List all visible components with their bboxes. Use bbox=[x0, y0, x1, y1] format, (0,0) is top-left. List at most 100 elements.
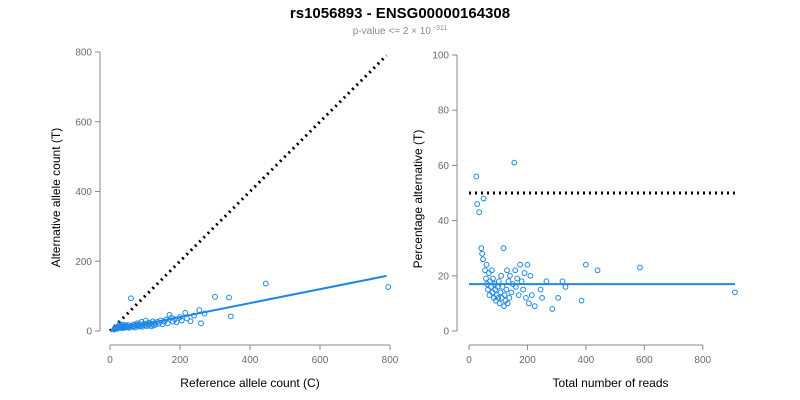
data-point bbox=[495, 294, 502, 301]
data-point bbox=[262, 280, 269, 287]
data-point bbox=[543, 278, 550, 285]
data-point bbox=[505, 278, 512, 285]
data-point bbox=[226, 294, 232, 301]
reference-line bbox=[108, 54, 388, 333]
data-point bbox=[182, 309, 189, 316]
data-point bbox=[480, 256, 486, 263]
data-point bbox=[594, 267, 601, 274]
data-point bbox=[173, 319, 180, 326]
data-point bbox=[528, 292, 535, 299]
data-point bbox=[637, 264, 643, 271]
subtitle-exponent: -311 bbox=[434, 25, 448, 32]
subtitle-prefix: p-value <= 2 bbox=[353, 26, 409, 37]
right-panel-percentage: 0 20 40 60 80 100 0 200 400 600 800 Total number of… bbox=[411, 51, 738, 390]
x-tick-label: 400 bbox=[242, 355, 259, 366]
data-point bbox=[520, 286, 526, 293]
data-point bbox=[549, 306, 556, 312]
data-point bbox=[508, 289, 515, 296]
x-tick-label: 200 bbox=[172, 355, 189, 366]
data-point bbox=[578, 297, 585, 304]
data-point bbox=[187, 318, 194, 325]
data-point bbox=[506, 294, 513, 301]
data-point bbox=[473, 173, 480, 180]
x-tick-label: 800 bbox=[382, 355, 399, 366]
data-point bbox=[490, 275, 496, 282]
data-point bbox=[227, 313, 234, 320]
data-point bbox=[493, 292, 500, 299]
data-point bbox=[212, 293, 218, 300]
data-point bbox=[128, 295, 134, 302]
data-point bbox=[476, 209, 483, 216]
data-point bbox=[503, 286, 510, 293]
data-point bbox=[539, 294, 545, 301]
data-point bbox=[198, 320, 204, 327]
subtitle-times: × bbox=[411, 26, 417, 37]
y-tick-label: 0 bbox=[443, 327, 449, 338]
data-point bbox=[483, 261, 490, 268]
y-tick-label: 20 bbox=[438, 271, 450, 282]
data-point bbox=[485, 286, 491, 293]
y-tick-label: 40 bbox=[438, 216, 450, 227]
data-point bbox=[512, 283, 519, 290]
data-point bbox=[504, 267, 510, 274]
y-axis-label: Alternative allele count (T) bbox=[49, 128, 63, 267]
data-point bbox=[517, 261, 524, 268]
x-tick-label: 600 bbox=[636, 355, 653, 366]
data-point bbox=[523, 294, 529, 301]
data-point bbox=[478, 245, 485, 252]
data-point bbox=[521, 270, 528, 276]
data-point bbox=[164, 320, 171, 327]
data-point bbox=[479, 250, 486, 257]
y-axis-label: Percentage alternative (T) bbox=[411, 130, 425, 269]
data-point bbox=[485, 270, 492, 276]
data-point bbox=[500, 245, 507, 252]
data-point bbox=[385, 284, 392, 290]
data-point bbox=[511, 159, 518, 166]
y-tick-label: 400 bbox=[75, 187, 92, 198]
data-point bbox=[196, 307, 203, 313]
data-point bbox=[474, 201, 481, 207]
data-point bbox=[480, 195, 487, 202]
y-tick-label: 100 bbox=[432, 51, 449, 62]
data-point bbox=[524, 261, 531, 268]
x-tick-label: 0 bbox=[466, 355, 472, 366]
data-point bbox=[497, 289, 504, 296]
data-point bbox=[501, 292, 508, 299]
y-tick-label: 80 bbox=[438, 106, 450, 117]
data-point bbox=[482, 267, 488, 274]
x-tick-label: 0 bbox=[107, 355, 113, 366]
x-axis-label: Total number of reads bbox=[552, 376, 668, 390]
data-point bbox=[537, 286, 544, 293]
y-tick-label: 200 bbox=[75, 257, 92, 268]
y-tick-label: 0 bbox=[86, 327, 92, 338]
data-point bbox=[518, 278, 525, 285]
data-point bbox=[486, 292, 493, 299]
data-point bbox=[562, 283, 569, 290]
data-point bbox=[555, 294, 562, 301]
data-point bbox=[488, 267, 495, 274]
data-point bbox=[514, 275, 521, 282]
data-point bbox=[504, 300, 511, 307]
x-axis-label: Reference allele count (C) bbox=[180, 376, 319, 390]
data-point bbox=[507, 272, 513, 279]
data-point bbox=[732, 289, 738, 296]
data-point bbox=[526, 300, 532, 307]
data-point bbox=[487, 278, 493, 285]
data-point bbox=[501, 303, 507, 310]
data-point bbox=[498, 272, 505, 279]
x-tick-label: 200 bbox=[519, 355, 536, 366]
x-tick-label: 400 bbox=[578, 355, 595, 366]
data-point bbox=[527, 272, 534, 279]
x-tick-label: 800 bbox=[694, 355, 711, 366]
data-point bbox=[515, 292, 522, 299]
chart-subtitle: p-value <= 2 × 10 -311 bbox=[353, 25, 448, 37]
x-tick-label: 600 bbox=[312, 355, 329, 366]
data-point bbox=[495, 278, 502, 285]
chart-title: rs1056893 - ENSG00000164308 bbox=[290, 5, 510, 22]
fit-line bbox=[109, 274, 387, 332]
data-point bbox=[496, 300, 503, 307]
y-tick-label: 600 bbox=[75, 117, 92, 128]
data-point bbox=[559, 278, 566, 285]
